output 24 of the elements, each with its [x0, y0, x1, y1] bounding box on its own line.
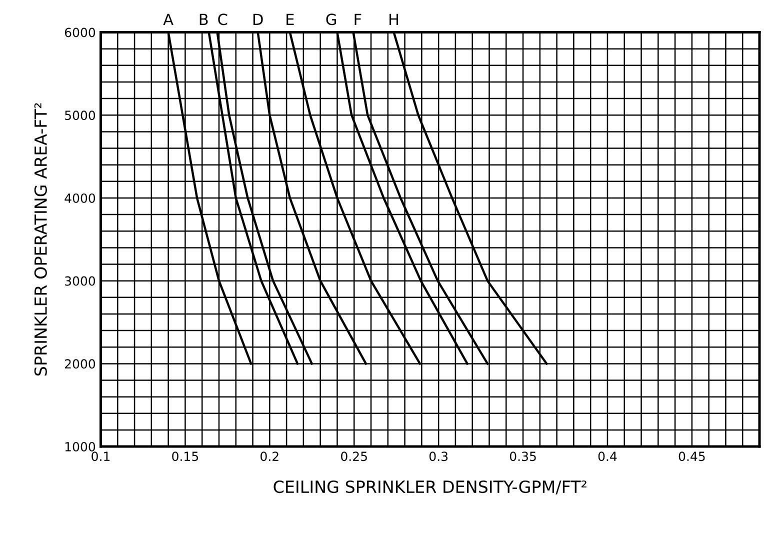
- series-label: G: [326, 14, 336, 26]
- x-tick-label: 0.1: [92, 452, 110, 462]
- x-axis-title: CEILING SPRINKLER DENSITY-GPM/FT²: [274, 480, 586, 494]
- series-label: D: [253, 14, 263, 25]
- series-label: F: [354, 14, 362, 25]
- series-label: E: [286, 14, 294, 25]
- x-tick-label: 0.25: [341, 452, 367, 462]
- x-tick-label: 0.3: [429, 452, 448, 462]
- y-tick-label: 4000: [64, 193, 96, 203]
- y-tick-label: 2000: [64, 359, 96, 369]
- x-tick-label: 0.45: [678, 452, 705, 462]
- x-tick-label: 0.15: [172, 452, 198, 462]
- y-axis-title: SPRINKLER OPERATING AREA-FT²: [34, 103, 47, 376]
- x-tick-label: 0.35: [510, 452, 536, 462]
- x-tick-label: 0.2: [260, 452, 278, 462]
- series-label: C: [218, 14, 228, 26]
- y-tick-label: 6000: [64, 28, 96, 38]
- x-tick-label: 0.4: [598, 452, 617, 462]
- series-label: H: [390, 14, 398, 25]
- series-label: A: [163, 14, 174, 25]
- y-tick-label: 5000: [65, 110, 96, 120]
- y-tick-label: 3000: [65, 276, 96, 286]
- y-tick-label: 1000: [65, 442, 96, 452]
- series-label: B: [200, 14, 208, 25]
